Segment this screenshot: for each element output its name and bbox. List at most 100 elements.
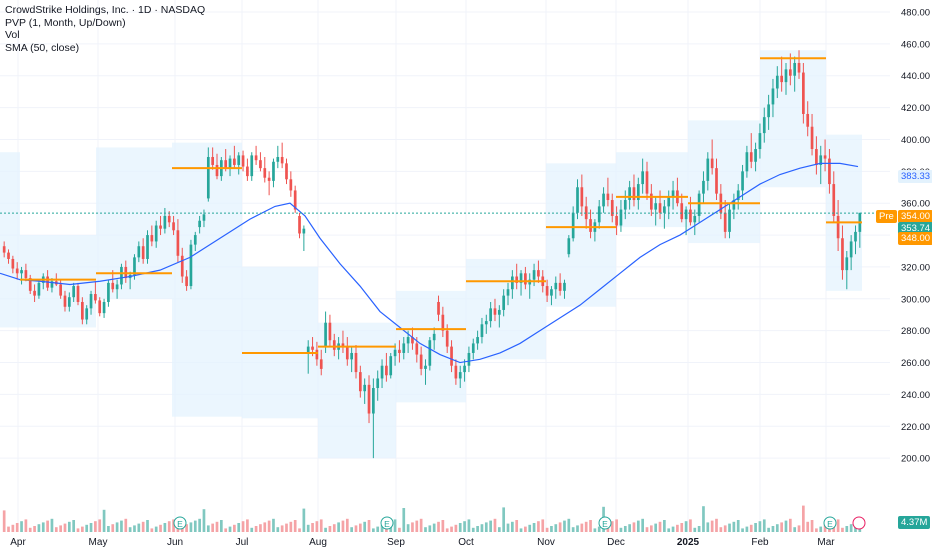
candle-body[interactable]	[502, 295, 506, 310]
candle-body[interactable]	[289, 179, 293, 191]
candle-body[interactable]	[788, 69, 792, 76]
candle-body[interactable]	[641, 171, 645, 185]
candle-body[interactable]	[398, 349, 401, 353]
candle-body[interactable]	[663, 206, 666, 213]
candle-body[interactable]	[272, 161, 275, 181]
candle-body[interactable]	[107, 282, 110, 302]
candle-body[interactable]	[259, 160, 262, 169]
candle-body[interactable]	[72, 286, 76, 298]
candle-body[interactable]	[298, 215, 301, 234]
candle-body[interactable]	[693, 215, 697, 223]
lightning-icon[interactable]	[852, 516, 866, 530]
candle-body[interactable]	[159, 225, 162, 229]
candle-body[interactable]	[7, 252, 10, 259]
candle-body[interactable]	[254, 155, 258, 161]
candle-body[interactable]	[680, 203, 684, 220]
candle-body[interactable]	[28, 278, 32, 291]
candle-body[interactable]	[589, 219, 592, 232]
candle-body[interactable]	[658, 203, 662, 213]
candle-body[interactable]	[141, 246, 145, 259]
candle-body[interactable]	[176, 230, 180, 256]
candle-body[interactable]	[563, 282, 566, 291]
candle-body[interactable]	[202, 214, 206, 221]
candle-body[interactable]	[532, 270, 536, 280]
candle-body[interactable]	[228, 158, 232, 169]
candle-body[interactable]	[419, 354, 423, 369]
candle-body[interactable]	[845, 257, 849, 271]
candle-body[interactable]	[167, 215, 171, 223]
candle-body[interactable]	[428, 340, 432, 366]
candle-body[interactable]	[511, 276, 514, 290]
candle-body[interactable]	[806, 113, 810, 127]
candle-body[interactable]	[628, 187, 631, 201]
candle-body[interactable]	[215, 164, 219, 177]
candle-body[interactable]	[211, 156, 215, 165]
candle-body[interactable]	[775, 75, 779, 89]
earnings-icon[interactable]	[598, 516, 612, 530]
candle-body[interactable]	[819, 155, 823, 165]
candle-body[interactable]	[623, 200, 627, 210]
candle-body[interactable]	[385, 365, 388, 376]
candle-body[interactable]	[649, 193, 653, 210]
candle-body[interactable]	[206, 156, 210, 199]
candle-body[interactable]	[519, 273, 523, 283]
candle-body[interactable]	[571, 212, 575, 239]
candle-body[interactable]	[684, 209, 688, 220]
candle-body[interactable]	[237, 155, 241, 165]
candle-body[interactable]	[424, 365, 427, 369]
earnings-icon[interactable]	[823, 516, 837, 530]
candle-body[interactable]	[50, 281, 54, 288]
candle-body[interactable]	[584, 206, 588, 220]
candle-body[interactable]	[445, 330, 449, 347]
candle-body[interactable]	[702, 180, 705, 194]
candle-body[interactable]	[311, 346, 314, 350]
candle-body[interactable]	[150, 235, 154, 242]
candle-body[interactable]	[180, 255, 184, 277]
indicator-sma[interactable]: SMA (50, close)	[5, 41, 80, 54]
candle-body[interactable]	[749, 152, 753, 162]
candle-body[interactable]	[67, 297, 71, 307]
candle-body[interactable]	[341, 343, 345, 347]
candle-body[interactable]	[193, 235, 197, 245]
candle-body[interactable]	[437, 301, 440, 315]
earnings-icon[interactable]	[173, 516, 187, 530]
candle-body[interactable]	[754, 149, 757, 162]
candle-body[interactable]	[576, 187, 579, 213]
candle-body[interactable]	[697, 193, 701, 216]
candle-body[interactable]	[654, 203, 658, 210]
candle-body[interactable]	[302, 228, 306, 234]
candle-body[interactable]	[367, 384, 371, 414]
candle-body[interactable]	[558, 282, 562, 291]
candle-body[interactable]	[115, 284, 119, 290]
candle-body[interactable]	[315, 349, 319, 360]
candle-body[interactable]	[793, 62, 797, 76]
candle-body[interactable]	[632, 187, 636, 201]
candle-body[interactable]	[597, 206, 601, 223]
candle-body[interactable]	[723, 212, 727, 232]
candle-body[interactable]	[33, 290, 36, 296]
candle-body[interactable]	[380, 365, 384, 379]
indicator-vol[interactable]: Vol	[5, 29, 20, 42]
candle-body[interactable]	[802, 72, 805, 114]
candle-body[interactable]	[515, 276, 519, 283]
candle-body[interactable]	[636, 184, 640, 201]
candle-body[interactable]	[610, 200, 614, 216]
candle-body[interactable]	[493, 308, 497, 315]
candle-body[interactable]	[836, 215, 840, 239]
candle-body[interactable]	[146, 235, 149, 259]
candle-body[interactable]	[554, 282, 558, 290]
candle-body[interactable]	[797, 62, 801, 73]
candle-body[interactable]	[393, 349, 397, 357]
candle-body[interactable]	[489, 308, 492, 322]
candle-body[interactable]	[671, 190, 675, 197]
candle-body[interactable]	[89, 294, 93, 309]
candle-body[interactable]	[372, 388, 375, 414]
candle-body[interactable]	[545, 286, 549, 296]
candle-body[interactable]	[471, 343, 475, 353]
candle-body[interactable]	[293, 190, 297, 210]
candle-body[interactable]	[163, 215, 167, 229]
candle-body[interactable]	[363, 384, 367, 392]
candle-body[interactable]	[606, 193, 610, 201]
